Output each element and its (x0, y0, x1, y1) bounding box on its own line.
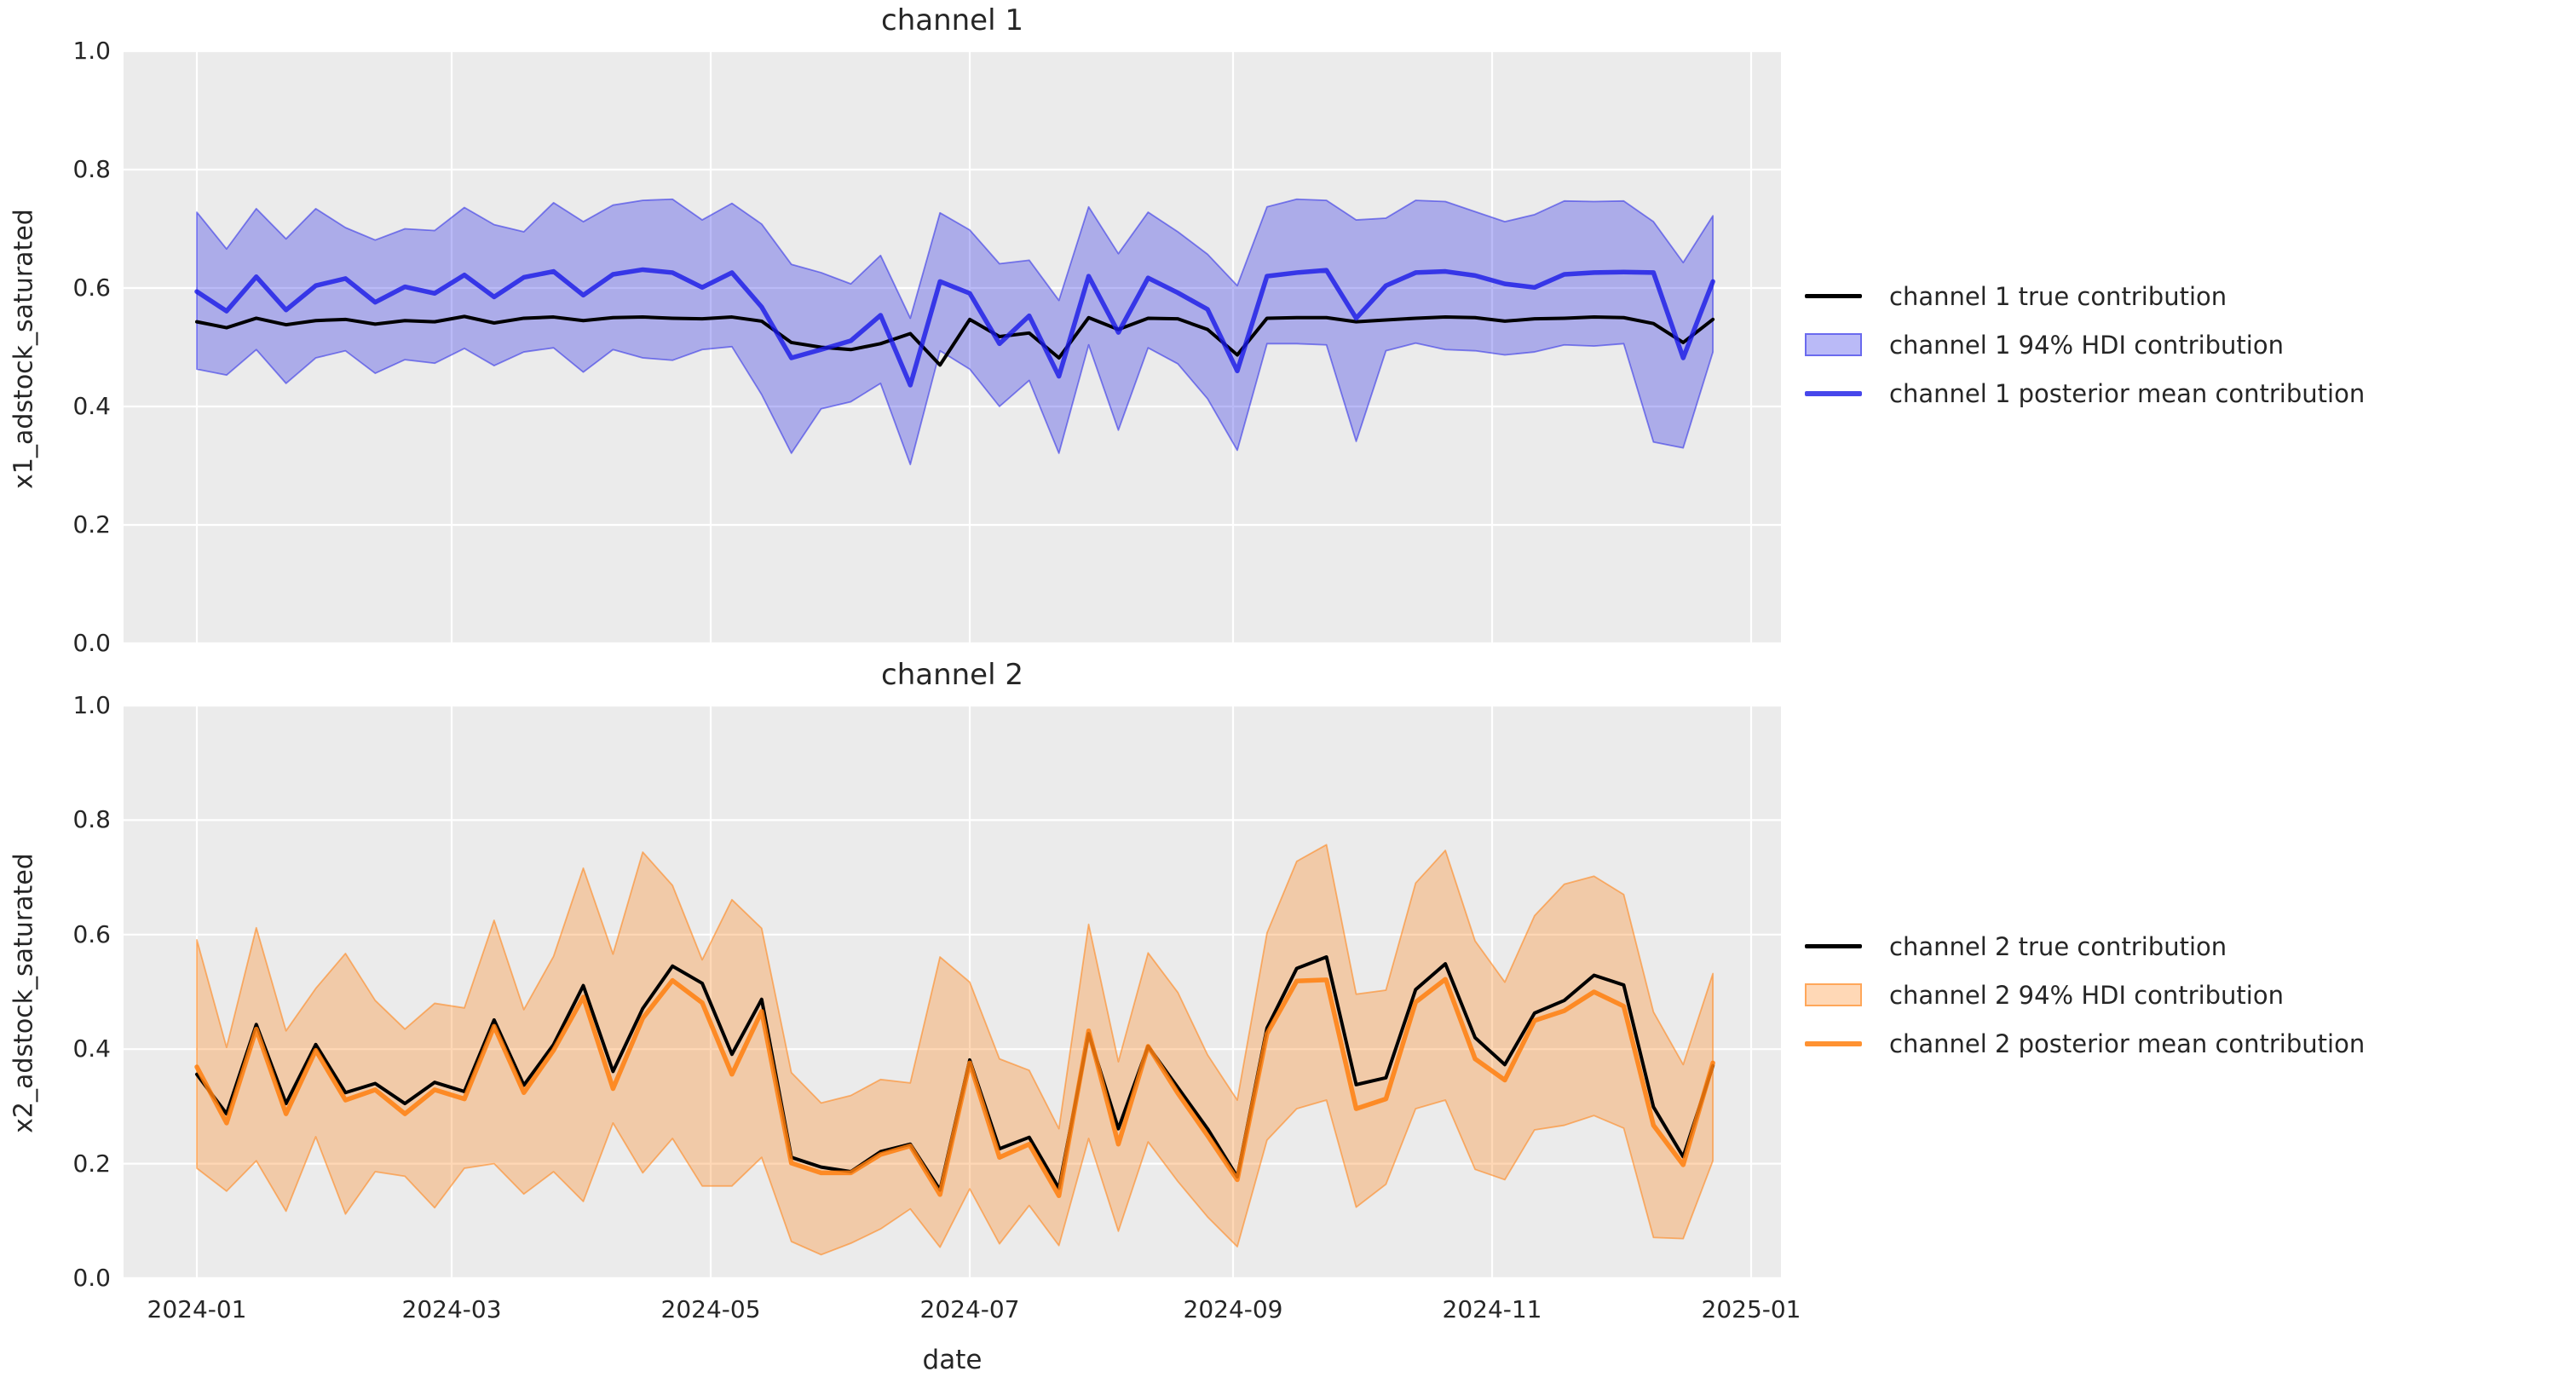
x-tick-label: 2024-09 (1183, 1295, 1283, 1323)
y-tick-label: 0.8 (72, 805, 111, 834)
mean-line-swatch-icon (1805, 390, 1862, 396)
legend-item: channel 2 posterior mean contribution (1805, 1019, 2365, 1068)
x-tick-label: 2024-03 (401, 1295, 502, 1323)
legend-label: channel 1 true contribution (1889, 281, 2227, 311)
hdi-band-swatch-icon (1805, 333, 1862, 356)
legend-label: channel 1 posterior mean contribution (1889, 378, 2366, 408)
y-tick-label: 0.6 (72, 274, 111, 302)
legend-item: channel 1 94% HDI contribution (1805, 320, 2365, 369)
legend-channel-1: channel 1 true contribution channel 1 94… (1805, 272, 2365, 418)
plot-title-channel-1: channel 1 (881, 3, 1023, 37)
y-tick-label: 0.6 (72, 919, 111, 948)
legend-label: channel 2 posterior mean contribution (1889, 1029, 2366, 1058)
true-line-swatch-icon (1805, 294, 1862, 298)
legend-item: channel 1 posterior mean contribution (1805, 369, 2365, 418)
legend-item: channel 1 true contribution (1805, 272, 2365, 320)
channel-2-plot-area (124, 706, 1781, 1278)
y-tick-label: 0.8 (72, 155, 111, 183)
y-tick-label: 0.4 (72, 1034, 111, 1063)
y-tick-label: 0.2 (72, 510, 111, 539)
true-line-swatch-icon (1805, 944, 1862, 948)
legend-label: channel 1 94% HDI contribution (1889, 330, 2284, 360)
channel-2-chart-canvas (124, 706, 1781, 1278)
y-tick-label: 1.0 (72, 37, 111, 65)
y-tick-label: 1.0 (72, 691, 111, 719)
x-tick-label: 2024-01 (147, 1295, 247, 1323)
y-tick-label: 0.2 (72, 1149, 111, 1178)
legend-item: channel 2 true contribution (1805, 922, 2365, 971)
legend-label: channel 2 true contribution (1889, 931, 2227, 961)
x-tick-label: 2024-07 (919, 1295, 1020, 1323)
x-tick-label: 2024-05 (660, 1295, 761, 1323)
x-tick-label: 2024-11 (1442, 1295, 1542, 1323)
legend-item: channel 2 94% HDI contribution (1805, 971, 2365, 1019)
channel-1-chart-canvas (124, 51, 1781, 643)
hdi-band-swatch-icon (1805, 983, 1862, 1006)
y-tick-label: 0.0 (72, 629, 111, 657)
x-tick-label: 2025-01 (1701, 1295, 1801, 1323)
y-tick-label: 0.0 (72, 1264, 111, 1292)
x-axis-label: date (922, 1345, 983, 1375)
mean-line-swatch-icon (1805, 1040, 1862, 1046)
legend-channel-2: channel 2 true contribution channel 2 94… (1805, 922, 2365, 1068)
y-tick-label: 0.4 (72, 392, 111, 420)
channel-1-plot-area (124, 51, 1781, 643)
plot-title-channel-2: channel 2 (881, 658, 1023, 692)
legend-label: channel 2 94% HDI contribution (1889, 980, 2284, 1010)
